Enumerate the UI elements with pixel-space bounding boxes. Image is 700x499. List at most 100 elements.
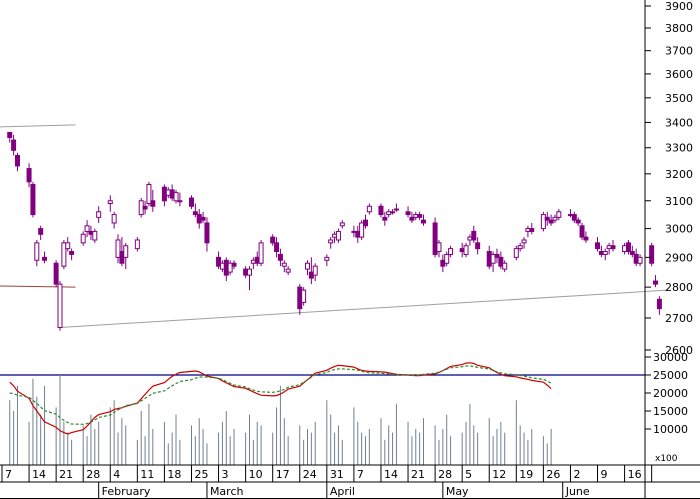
price-panel bbox=[0, 124, 668, 331]
candle-body bbox=[227, 262, 233, 273]
candle-body bbox=[335, 230, 341, 241]
candle-body bbox=[494, 253, 500, 258]
candle-body bbox=[142, 205, 148, 210]
month-tick-label: June bbox=[565, 485, 590, 498]
candle-body bbox=[231, 262, 237, 267]
candle-body bbox=[84, 225, 90, 232]
price-tick-label: 3100 bbox=[665, 195, 693, 208]
candle-body bbox=[285, 268, 291, 273]
volume-panel bbox=[0, 362, 645, 465]
date-tick-label: 2 bbox=[573, 468, 580, 481]
candle-body bbox=[324, 256, 330, 261]
candle-body bbox=[258, 242, 264, 264]
candle-body bbox=[270, 236, 276, 244]
candle-body bbox=[513, 248, 519, 258]
candle-body bbox=[602, 251, 608, 255]
candle-body bbox=[38, 228, 44, 235]
candle-body bbox=[177, 200, 183, 203]
date-tick-label: 10 bbox=[249, 468, 263, 481]
candle-body bbox=[134, 239, 140, 250]
candle-body bbox=[393, 208, 399, 211]
candle-body bbox=[517, 245, 523, 250]
date-tick-label: 4 bbox=[113, 468, 120, 481]
candle-body bbox=[471, 230, 477, 241]
price-tick-label: 3900 bbox=[665, 0, 693, 13]
date-tick-label: 28 bbox=[86, 468, 100, 481]
candle-body bbox=[107, 200, 113, 205]
month-tick-label: May bbox=[446, 485, 469, 498]
candle-body bbox=[629, 251, 635, 255]
candle-body bbox=[405, 211, 411, 216]
candle-body bbox=[544, 216, 550, 221]
price-tick-label: 2800 bbox=[665, 281, 693, 294]
candle-body bbox=[417, 214, 423, 218]
candle-body bbox=[69, 251, 75, 255]
candle-body bbox=[30, 184, 36, 216]
volume-tick-label: 30000 bbox=[653, 351, 688, 364]
date-tick-label: 18 bbox=[167, 468, 181, 481]
candle-body bbox=[653, 280, 659, 285]
month-tick-label: April bbox=[330, 485, 355, 498]
candle-body bbox=[571, 214, 577, 221]
candle-body bbox=[42, 256, 48, 261]
candle-body bbox=[277, 253, 283, 261]
candle-body bbox=[274, 242, 280, 253]
date-tick-label: 3 bbox=[222, 468, 229, 481]
candle-body bbox=[637, 256, 643, 264]
date-tick-label: 19 bbox=[519, 468, 533, 481]
candle-body bbox=[192, 211, 198, 216]
candle-body bbox=[53, 262, 59, 285]
date-tick-label: 11 bbox=[140, 468, 154, 481]
date-tick-label: 26 bbox=[546, 468, 560, 481]
price-tick-label: 3000 bbox=[665, 223, 693, 236]
price-tick-label: 3700 bbox=[665, 45, 693, 58]
date-tick-label: 7 bbox=[5, 468, 12, 481]
candle-body bbox=[188, 197, 194, 207]
volume-ma-line-red bbox=[9, 362, 552, 435]
candle-body bbox=[57, 283, 63, 328]
candle-body bbox=[529, 228, 535, 232]
date-tick-label: 9 bbox=[601, 468, 608, 481]
candle-body bbox=[304, 262, 310, 270]
volume-tick-label: 15000 bbox=[653, 405, 688, 418]
price-tick-label: 3600 bbox=[665, 68, 693, 81]
candle-body bbox=[173, 192, 179, 202]
candle-body bbox=[490, 253, 496, 264]
candle-body bbox=[312, 265, 318, 276]
candle-body bbox=[115, 239, 121, 258]
candle-body bbox=[96, 211, 102, 218]
candle-body bbox=[421, 219, 427, 224]
candle-body bbox=[552, 216, 558, 221]
candle-body bbox=[7, 131, 13, 139]
candle-body bbox=[204, 222, 210, 244]
candle-body bbox=[281, 262, 287, 267]
price-tick-label: 3400 bbox=[665, 116, 693, 129]
volume-tick-label: 10000 bbox=[653, 423, 688, 436]
month-tick-label: February bbox=[102, 485, 151, 498]
date-tick-label: 21 bbox=[411, 468, 425, 481]
candle-body bbox=[463, 245, 469, 255]
candle-body bbox=[359, 222, 365, 238]
candle-body bbox=[656, 298, 662, 310]
date-tick-label: 7 bbox=[357, 468, 364, 481]
month-tick-label: March bbox=[210, 485, 244, 498]
volume-tick-label: 25000 bbox=[653, 369, 688, 382]
price-tick-label: 3200 bbox=[665, 168, 693, 181]
candle-body bbox=[498, 256, 504, 267]
volume-multiplier-label: x100 bbox=[655, 454, 678, 464]
price-tick-label: 2700 bbox=[665, 312, 693, 325]
date-tick-label: 14 bbox=[384, 468, 398, 481]
candle-body bbox=[200, 216, 206, 221]
candle-body bbox=[301, 289, 307, 303]
candle-body bbox=[540, 214, 546, 230]
candle-body bbox=[146, 184, 152, 205]
candle-body bbox=[409, 216, 415, 221]
price-tick-label: 3300 bbox=[665, 142, 693, 155]
date-tick-label: 5 bbox=[465, 468, 472, 481]
date-tick-label: 17 bbox=[276, 468, 290, 481]
date-tick-label: 25 bbox=[194, 468, 208, 481]
candle-body bbox=[150, 200, 156, 207]
candle-body bbox=[502, 262, 508, 270]
candle-body bbox=[11, 139, 17, 151]
